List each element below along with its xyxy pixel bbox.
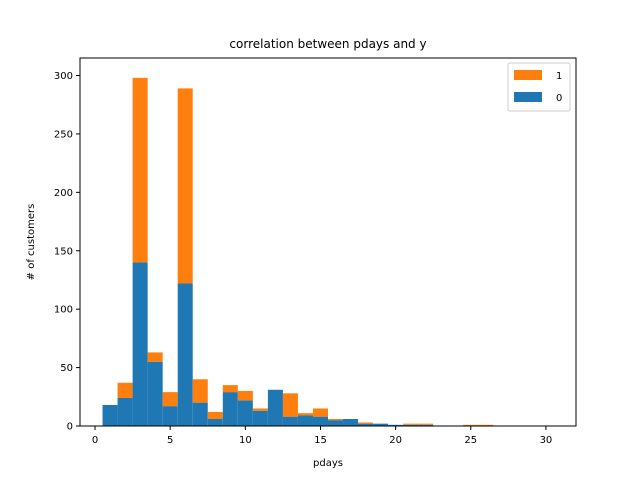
bar-series-1-bin-12 [282,393,298,417]
bar-series-1-bin-10 [252,408,268,411]
y-tick-label: 0 [67,422,73,433]
legend-swatch-1 [514,70,542,80]
bar-series-1-bin-14 [312,408,328,417]
bar-series-0-bin-19 [388,424,404,426]
bar-series-0-bin-20 [403,424,419,426]
bar-series-0-bin-1 [117,397,133,426]
bar-series-0-bin-13 [297,415,313,426]
x-axis-label: pdays [313,458,343,469]
bar-series-0-bin-2 [132,262,148,426]
bar-series-1-bin-3 [147,352,163,362]
y-tick-label: 100 [54,305,73,316]
x-tick-label: 20 [389,435,402,446]
bar-series-1-bin-20 [403,423,419,425]
bar-series-0-bin-4 [162,406,178,426]
y-axis-label: # of customers [26,204,37,281]
y-tick-label: 250 [54,129,73,140]
bar-series-1-bin-2 [132,77,148,263]
x-tick-label: 25 [464,435,477,446]
bar-series-0-bin-17 [358,423,374,426]
bar-series-0-bin-21 [418,424,434,426]
y-axis-ticks: 0 50 100 150 200 250 300 [54,71,80,433]
bar-series-1-bin-21 [418,423,434,425]
y-tick-label: 300 [54,71,73,82]
x-tick-label: 5 [167,435,173,446]
x-axis-ticks: 0 5 10 15 20 25 30 [92,426,552,446]
bars-group [102,77,494,426]
bar-series-1-bin-15 [328,418,344,421]
bar-series-0-bin-9 [237,400,253,426]
bar-series-1-bin-6 [192,379,208,403]
bar-series-1-bin-9 [237,390,253,401]
x-tick-label: 15 [314,435,327,446]
legend-label-0: 0 [556,93,562,104]
bar-series-1-bin-25 [478,424,494,426]
bar-series-0-bin-18 [373,423,389,426]
bar-series-0-bin-14 [312,416,328,426]
x-tick-label: 10 [239,435,252,446]
bar-series-0-bin-6 [192,402,208,426]
legend-swatch-0 [514,92,542,102]
plot-frame [79,57,577,427]
legend: 1 0 [507,62,571,112]
y-tick-label: 200 [54,188,73,199]
bar-series-0-bin-11 [267,389,283,426]
chart-title: correlation between pdays and y [229,37,426,51]
bar-series-0-bin-8 [222,392,238,426]
bar-series-1-bin-24 [463,424,479,426]
y-tick-label: 150 [54,246,73,257]
x-tick-label: 30 [540,435,553,446]
bar-series-1-bin-8 [222,385,238,393]
bar-series-0-bin-5 [177,283,193,426]
bar-series-0-bin-3 [147,361,163,426]
bar-series-0-bin-15 [328,420,344,426]
bar-series-0-bin-10 [252,410,268,426]
legend-label-1: 1 [556,71,562,82]
bar-series-0-bin-0 [102,404,118,426]
x-tick-label: 0 [92,435,98,446]
bar-series-1-bin-4 [162,392,178,407]
bar-series-1-bin-7 [207,411,223,419]
y-tick-label: 50 [60,363,73,374]
bar-series-1-bin-13 [297,413,313,416]
bar-series-1-bin-17 [358,422,374,424]
bar-series-0-bin-7 [207,418,223,426]
bar-series-1-bin-5 [177,88,193,284]
bar-series-0-bin-12 [282,416,298,426]
bar-series-1-bin-1 [117,382,133,398]
bar-series-0-bin-16 [343,418,359,426]
